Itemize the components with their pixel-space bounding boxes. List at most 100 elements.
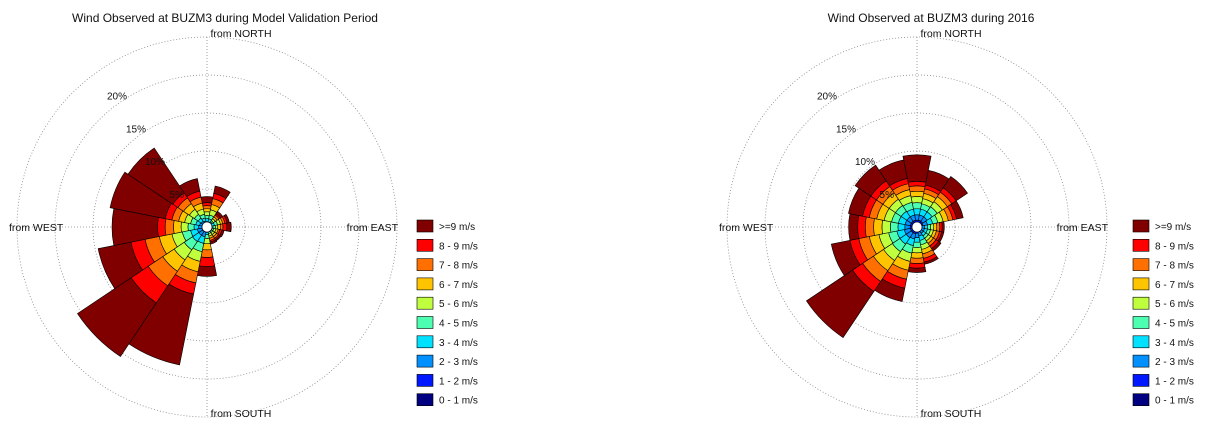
legend-label: 8 - 9 m/s <box>1155 241 1194 252</box>
sector-segment-7-8-m-s <box>200 249 214 258</box>
sector-segment-4-5-m-s <box>911 202 923 210</box>
sector-segment-6-7-m-s <box>173 220 183 234</box>
sector-segment--9-m-s <box>226 221 232 233</box>
ring-label: 5% <box>880 190 895 201</box>
sector-segment-5-6-m-s <box>180 221 189 233</box>
legend-label: 1 - 2 m/s <box>439 376 478 387</box>
ring-label: 15% <box>126 124 146 135</box>
sector-67.5 <box>916 200 964 228</box>
legend-swatch <box>416 258 434 271</box>
sector-segment-4-5-m-s <box>890 221 899 233</box>
sector-22.5 <box>206 185 231 228</box>
legend-swatch <box>416 393 434 407</box>
legend-label: 4 - 5 m/s <box>439 319 478 330</box>
legend-swatch <box>1132 335 1150 349</box>
legend-label: >=9 m/s <box>439 222 475 233</box>
sector-segment-8-9-m-s <box>198 256 216 267</box>
legend-label: 2 - 3 m/s <box>1155 357 1194 368</box>
ring-label: 15% <box>836 124 856 135</box>
legend-swatch <box>416 296 434 310</box>
ring-label: 10% <box>145 157 165 168</box>
sector-segment-6-7-m-s <box>910 251 924 259</box>
legend-swatch <box>1132 393 1150 407</box>
legend-label: 3 - 4 m/s <box>1155 338 1194 349</box>
sector-segment-5-6-m-s <box>910 196 924 204</box>
sector-segment-7-8-m-s <box>164 218 175 236</box>
legend-swatch <box>416 316 434 329</box>
center-hub <box>911 221 923 233</box>
legend-swatch <box>1132 296 1150 310</box>
legend-swatch <box>1132 258 1150 271</box>
ring-label: 20% <box>817 91 837 102</box>
legend-label: 7 - 8 m/s <box>1155 261 1194 272</box>
legend: >=9 m/s 8 - 9 m/s 7 - 8 m/s 6 - 7 m/s 5 - 6 … <box>416 219 478 407</box>
sector-225 <box>805 226 918 339</box>
sector-segment-8-9-m-s <box>222 222 228 232</box>
legend-swatch <box>1132 239 1150 252</box>
label-west: from WEST <box>9 222 64 234</box>
label-south: from SOUTH <box>211 408 272 420</box>
sector-segment-6-7-m-s <box>873 218 884 236</box>
legend: >=9 m/s 8 - 9 m/s 7 - 8 m/s 6 - 7 m/s 5 - 6 … <box>1132 219 1194 407</box>
legend-label: 6 - 7 m/s <box>439 280 478 291</box>
legend-swatch <box>416 277 434 291</box>
sector-segment-7-8-m-s <box>865 216 875 238</box>
legend-label: 6 - 7 m/s <box>1155 280 1194 291</box>
legend-label: 4 - 5 m/s <box>1155 319 1194 330</box>
sector-segment--9-m-s <box>848 213 860 241</box>
sector-292.5 <box>848 187 918 228</box>
legend-label: 5 - 6 m/s <box>1155 299 1194 310</box>
ring-label: 20% <box>107 91 127 102</box>
legend-swatch <box>1132 316 1150 329</box>
sector-segment--9-m-s <box>197 265 217 277</box>
chart-title: Wind Observed at BUZM3 during 2016 <box>828 11 1035 25</box>
legend-swatch <box>416 239 434 252</box>
legend-label: 2 - 3 m/s <box>439 357 478 368</box>
rose-sectors <box>805 154 968 339</box>
sector-135 <box>916 226 942 252</box>
label-east: from EAST <box>1057 222 1109 234</box>
sector-180 <box>197 226 217 277</box>
windrose-chart-2: Wind Observed at BUZM3 during 2016 from N… <box>719 11 1194 420</box>
label-west: from WEST <box>719 222 774 234</box>
legend-swatch <box>1132 277 1150 291</box>
label-south: from SOUTH <box>921 408 982 420</box>
center-hub <box>201 221 213 233</box>
sector-segment-5-6-m-s <box>881 219 892 235</box>
legend-label: >=9 m/s <box>1155 222 1191 233</box>
legend-label: 7 - 8 m/s <box>439 261 478 272</box>
label-north: from NORTH <box>920 28 981 40</box>
sector-202.5 <box>128 226 208 366</box>
label-east: from EAST <box>347 222 399 234</box>
legend-swatch <box>416 219 434 233</box>
chart-title: Wind Observed at BUZM3 during Model Vali… <box>72 11 378 25</box>
sector-225 <box>77 226 208 357</box>
legend-label: 5 - 6 m/s <box>439 299 478 310</box>
legend-swatch <box>416 335 434 349</box>
sector-337.5 <box>179 178 208 228</box>
legend-label: 3 - 4 m/s <box>439 338 478 349</box>
sector-segment-6-7-m-s <box>202 243 212 251</box>
sector-segment-4-5-m-s <box>912 241 922 248</box>
legend-swatch <box>1132 354 1150 368</box>
label-north: from NORTH <box>210 28 271 40</box>
legend-swatch <box>416 374 434 387</box>
legend-label: 0 - 1 m/s <box>439 396 478 407</box>
windrose-chart-1: Wind Observed at BUZM3 during Model Vali… <box>9 11 478 420</box>
legend-swatch <box>1132 374 1150 387</box>
ring-label: 5% <box>170 190 185 201</box>
legend-label: 0 - 1 m/s <box>1155 396 1194 407</box>
sector-247.5 <box>830 226 918 276</box>
sector-0 <box>200 196 214 228</box>
legend-label: 1 - 2 m/s <box>1155 376 1194 387</box>
rose-sectors <box>77 147 232 366</box>
sector-segment-5-6-m-s <box>911 246 923 254</box>
legend-label: 8 - 9 m/s <box>439 241 478 252</box>
legend-swatch <box>416 354 434 368</box>
sector-segment--9-m-s <box>200 196 214 204</box>
legend-swatch <box>1132 219 1150 233</box>
sector-segment-8-9-m-s <box>157 217 167 237</box>
sector-292.5 <box>109 171 208 228</box>
sector-337.5 <box>878 159 918 228</box>
